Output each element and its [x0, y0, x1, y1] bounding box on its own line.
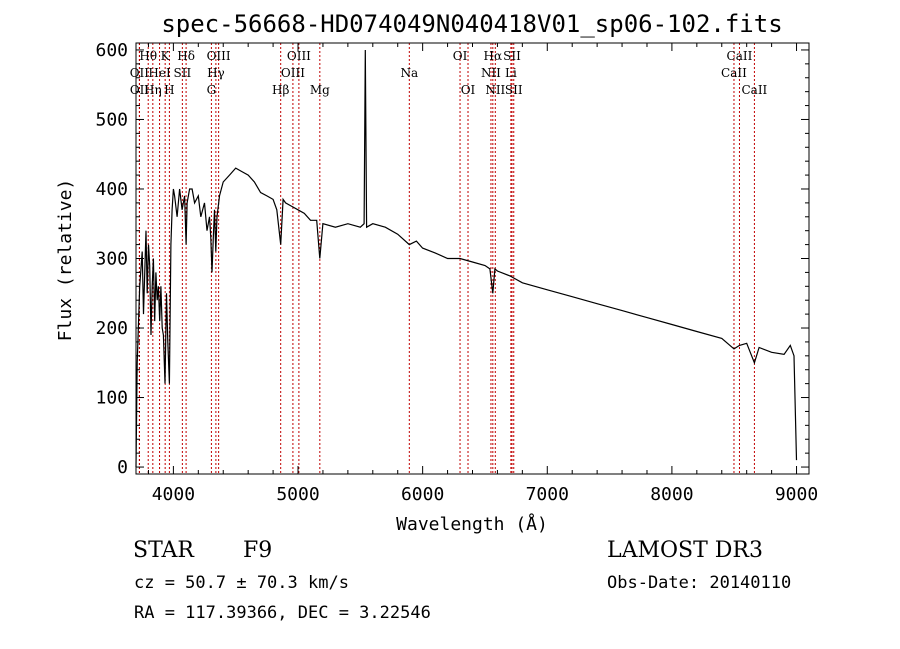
- line-label: H: [164, 83, 174, 97]
- y-tick-label: 600: [95, 40, 128, 61]
- line-label: CaII: [721, 66, 747, 80]
- y-axis-label: Flux (relative): [55, 179, 76, 342]
- y-tick-label: 300: [95, 249, 128, 270]
- y-tick-label: 0: [117, 457, 128, 478]
- line-label: Hα: [484, 49, 503, 63]
- y-tick-label: 400: [95, 179, 128, 200]
- line-label: CaII: [741, 83, 767, 97]
- spectrum-line: [135, 49, 798, 468]
- x-tick-label: 5000: [276, 484, 319, 505]
- plot-frame: [135, 42, 810, 475]
- x-tick-label: 8000: [650, 484, 693, 505]
- x-axis-label: Wavelength (Å): [396, 513, 548, 535]
- line-label: SII: [505, 83, 523, 97]
- line-label: SII: [174, 66, 192, 80]
- line-label: Li: [505, 66, 517, 80]
- y-axis-ticks: 0 100 200 300 400 500 600: [95, 40, 809, 478]
- ra-dec: RA = 117.39366, DEC = 3.22546: [134, 603, 431, 623]
- line-label: Hη: [144, 83, 162, 97]
- redshift-cz: cz = 50.7 ± 70.3 km/s: [134, 573, 349, 593]
- y-tick-label: 500: [95, 109, 128, 130]
- line-label: K: [161, 49, 171, 63]
- line-label: OI: [453, 49, 468, 63]
- line-label: Hγ: [207, 66, 225, 80]
- x-tick-label: 6000: [401, 484, 444, 505]
- line-label: Hθ: [139, 49, 157, 63]
- line-label: OIII: [207, 49, 231, 63]
- line-label: NII: [485, 83, 505, 97]
- line-label: OII: [130, 83, 150, 97]
- object-type: STAR: [133, 538, 194, 563]
- y-tick-label: 200: [95, 318, 128, 339]
- line-label: OII: [130, 66, 150, 80]
- line-label: OIII: [281, 66, 305, 80]
- line-label: HeI: [148, 66, 171, 80]
- x-axis-ticks: 4000 5000 6000 7000 8000 9000: [147, 43, 818, 505]
- x-tick-label: 9000: [775, 484, 818, 505]
- line-label: NII: [481, 66, 501, 80]
- y-tick-label: 100: [95, 388, 128, 409]
- line-label: Mg: [310, 83, 330, 97]
- line-label: G: [207, 83, 217, 97]
- line-label: Na: [400, 66, 418, 80]
- line-label: CaII: [727, 49, 753, 63]
- line-label: Hβ: [272, 83, 289, 97]
- line-label: OI: [461, 83, 476, 97]
- observation-date: Obs-Date: 20140110: [607, 573, 792, 593]
- chart-title: spec-56668-HD074049N040418V01_sp06-102.f…: [161, 10, 782, 38]
- line-label: Hδ: [177, 49, 195, 63]
- x-tick-label: 7000: [526, 484, 569, 505]
- x-tick-label: 4000: [152, 484, 195, 505]
- survey-name: LAMOST DR3: [607, 538, 763, 563]
- spectral-subclass: F9: [243, 538, 273, 563]
- line-label: SII: [503, 49, 521, 63]
- line-label: OIII: [287, 49, 311, 63]
